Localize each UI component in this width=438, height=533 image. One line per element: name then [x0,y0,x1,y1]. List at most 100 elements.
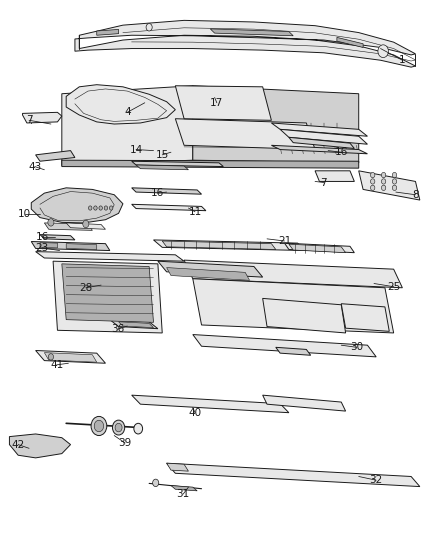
Text: 11: 11 [188,207,201,217]
Circle shape [146,23,152,31]
Polygon shape [280,130,367,144]
Text: 36: 36 [111,324,124,334]
Polygon shape [22,112,62,123]
Text: 16: 16 [151,188,165,198]
Polygon shape [35,151,75,161]
Circle shape [371,172,375,177]
Polygon shape [44,353,97,362]
Polygon shape [62,264,153,322]
Circle shape [48,354,53,360]
Polygon shape [263,395,346,411]
Polygon shape [315,171,354,181]
Circle shape [381,185,386,190]
Polygon shape [289,138,354,149]
Polygon shape [119,322,153,328]
Circle shape [83,220,89,228]
Text: 28: 28 [79,283,92,293]
Text: 15: 15 [155,150,169,160]
Polygon shape [337,37,363,47]
Circle shape [392,179,397,184]
Polygon shape [62,86,193,165]
Circle shape [113,420,125,435]
Polygon shape [289,244,346,253]
Text: 40: 40 [188,408,201,418]
Polygon shape [40,243,57,248]
Polygon shape [272,123,367,136]
Polygon shape [158,261,263,277]
Text: 25: 25 [387,282,400,292]
Text: 1: 1 [399,55,406,65]
Text: 43: 43 [28,161,41,172]
Polygon shape [110,320,158,329]
Polygon shape [31,241,110,251]
Polygon shape [44,223,92,230]
Polygon shape [66,244,97,249]
Text: 21: 21 [278,236,291,246]
Polygon shape [166,268,250,280]
Text: 7: 7 [321,177,327,188]
Polygon shape [276,348,311,356]
Text: 10: 10 [18,209,31,220]
Polygon shape [132,188,201,194]
Text: 16: 16 [335,147,348,157]
Text: 17: 17 [210,98,223,108]
Polygon shape [35,351,106,364]
Circle shape [110,206,113,210]
Circle shape [378,45,389,58]
Polygon shape [359,171,420,200]
Text: 30: 30 [350,342,363,352]
Polygon shape [193,86,359,163]
Polygon shape [175,86,272,120]
Polygon shape [166,463,420,487]
Text: 14: 14 [129,144,143,155]
Text: 7: 7 [26,115,32,125]
Polygon shape [166,463,188,471]
Text: 4: 4 [124,107,131,117]
Polygon shape [62,160,359,168]
Polygon shape [40,235,75,240]
Polygon shape [171,486,197,491]
Polygon shape [193,279,394,333]
Circle shape [99,206,102,210]
Polygon shape [132,204,206,211]
Text: 16: 16 [35,232,49,243]
Circle shape [381,179,386,184]
Circle shape [48,219,54,226]
Polygon shape [210,29,293,36]
Polygon shape [162,241,276,249]
Text: 31: 31 [177,489,190,499]
Circle shape [91,416,107,435]
Circle shape [381,172,386,177]
Circle shape [392,172,397,177]
Text: 8: 8 [412,190,419,200]
Circle shape [88,206,92,210]
Circle shape [371,179,375,184]
Polygon shape [132,161,223,166]
Polygon shape [184,260,403,288]
Polygon shape [66,85,175,124]
Polygon shape [132,395,289,413]
Polygon shape [35,252,184,261]
Circle shape [134,423,143,434]
Polygon shape [66,223,106,229]
Text: 39: 39 [119,438,132,448]
Polygon shape [136,165,188,169]
Text: 23: 23 [35,243,49,253]
Circle shape [371,185,375,190]
Circle shape [94,206,97,210]
Polygon shape [53,261,162,333]
Polygon shape [272,146,367,154]
Polygon shape [97,29,119,35]
Polygon shape [263,298,346,333]
Text: 42: 42 [11,440,25,450]
Polygon shape [31,188,123,223]
Polygon shape [285,243,354,253]
Polygon shape [75,20,416,67]
Circle shape [94,420,104,432]
Circle shape [392,185,397,190]
Circle shape [115,423,122,432]
Circle shape [152,479,159,487]
Circle shape [104,206,108,210]
Polygon shape [341,304,389,332]
Text: 41: 41 [50,360,63,370]
